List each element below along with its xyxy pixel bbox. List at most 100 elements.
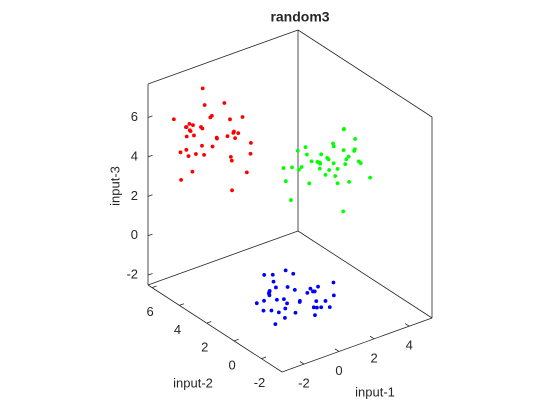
point bbox=[230, 188, 234, 193]
point bbox=[171, 117, 176, 122]
point bbox=[346, 154, 351, 159]
z-tick-label: -2 bbox=[126, 267, 138, 282]
point bbox=[290, 165, 294, 170]
point bbox=[186, 154, 191, 159]
point bbox=[331, 293, 336, 298]
point bbox=[274, 285, 278, 290]
point bbox=[323, 172, 328, 177]
point bbox=[202, 103, 207, 107]
point bbox=[267, 293, 272, 298]
point bbox=[184, 125, 189, 129]
point bbox=[179, 177, 184, 182]
point bbox=[341, 148, 346, 153]
z-tick bbox=[147, 154, 153, 158]
y-tick bbox=[261, 356, 267, 360]
point bbox=[228, 154, 233, 159]
point bbox=[248, 151, 253, 156]
point bbox=[214, 135, 219, 140]
point bbox=[341, 127, 346, 132]
point bbox=[303, 145, 308, 150]
point bbox=[299, 165, 304, 169]
point bbox=[335, 181, 340, 186]
point bbox=[305, 291, 310, 295]
x-tick-label: 0 bbox=[335, 363, 342, 378]
point bbox=[262, 273, 267, 277]
point bbox=[368, 175, 373, 180]
point bbox=[331, 280, 336, 285]
point bbox=[347, 180, 351, 184]
point bbox=[289, 198, 293, 202]
y-tick-label: -2 bbox=[254, 375, 266, 390]
point bbox=[316, 284, 320, 289]
point bbox=[325, 155, 330, 160]
point bbox=[282, 297, 286, 302]
box-edge bbox=[147, 29, 299, 85]
point bbox=[202, 152, 206, 157]
point bbox=[200, 143, 204, 148]
point bbox=[194, 152, 198, 156]
point bbox=[285, 285, 290, 289]
point bbox=[344, 157, 349, 162]
point bbox=[295, 148, 300, 153]
point bbox=[236, 131, 241, 136]
z-tick-label: 0 bbox=[131, 227, 138, 242]
z-tick-label: 4 bbox=[131, 148, 138, 163]
point bbox=[274, 297, 279, 302]
point bbox=[309, 159, 314, 164]
point bbox=[293, 310, 298, 315]
box-edge bbox=[147, 230, 299, 286]
chart-title: random3 bbox=[270, 9, 329, 25]
point bbox=[297, 300, 302, 304]
point bbox=[225, 134, 230, 139]
point bbox=[190, 169, 195, 174]
point bbox=[319, 305, 324, 310]
point bbox=[276, 310, 281, 315]
x-tick-label: 4 bbox=[406, 338, 413, 353]
point bbox=[281, 166, 286, 170]
point bbox=[333, 174, 338, 178]
z-tick-label: 2 bbox=[131, 188, 138, 203]
y-axis-label: input-2 bbox=[173, 375, 213, 390]
point bbox=[283, 179, 288, 184]
box-edge bbox=[281, 317, 433, 373]
point bbox=[313, 313, 317, 318]
y-tick bbox=[206, 321, 212, 324]
point bbox=[335, 167, 340, 171]
point bbox=[178, 150, 183, 155]
point bbox=[240, 115, 245, 119]
point bbox=[184, 134, 189, 139]
point bbox=[317, 166, 322, 171]
point bbox=[187, 128, 192, 133]
y-tick-label: 6 bbox=[146, 304, 153, 319]
point bbox=[191, 123, 195, 128]
box-edge bbox=[297, 29, 433, 118]
point bbox=[308, 286, 313, 291]
y-tick-label: 4 bbox=[174, 322, 181, 337]
z-tick bbox=[147, 194, 153, 197]
point bbox=[311, 289, 315, 294]
box-edge bbox=[297, 230, 433, 319]
point bbox=[291, 271, 296, 276]
point bbox=[292, 288, 297, 292]
point bbox=[283, 268, 288, 273]
point bbox=[261, 308, 266, 313]
point bbox=[343, 162, 348, 167]
z-tick-label: 6 bbox=[131, 109, 138, 124]
point bbox=[210, 144, 215, 149]
point bbox=[353, 137, 357, 141]
point bbox=[356, 159, 361, 164]
x-tick-label: -2 bbox=[298, 376, 310, 391]
y-tick-label: 2 bbox=[201, 340, 208, 355]
point bbox=[271, 279, 276, 284]
point bbox=[232, 129, 236, 134]
point bbox=[222, 101, 227, 105]
y-tick bbox=[234, 338, 239, 342]
point bbox=[318, 161, 323, 166]
point bbox=[228, 117, 232, 122]
point bbox=[254, 301, 259, 306]
point bbox=[327, 305, 332, 309]
point bbox=[244, 170, 249, 175]
point bbox=[311, 305, 316, 310]
point bbox=[331, 161, 336, 166]
point bbox=[323, 299, 328, 303]
